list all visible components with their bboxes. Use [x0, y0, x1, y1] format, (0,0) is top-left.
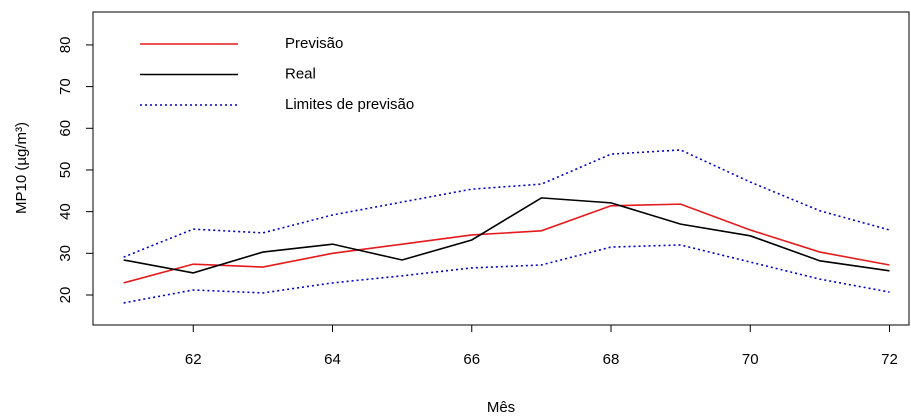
x-tick-label: 70: [742, 351, 759, 368]
plot-frame: [92, 11, 910, 326]
y-tick-label: 50: [57, 162, 74, 179]
series-line: [123, 149, 890, 258]
series-line: [123, 197, 890, 274]
y-tick-label: 30: [57, 245, 74, 262]
y-tick-label: 40: [57, 203, 74, 220]
y-tick-label: 20: [57, 287, 74, 304]
y-axis-label: MP10 (µg/m³): [13, 122, 30, 214]
y-tick-label: 80: [57, 37, 74, 54]
x-tick-label: 68: [603, 351, 620, 368]
series-line: [123, 244, 890, 304]
x-tick-label: 66: [463, 351, 480, 368]
x-tick-label: 72: [881, 351, 898, 368]
series-line: [123, 203, 890, 284]
legend-label: Real: [285, 65, 316, 82]
y-tick-label: 70: [57, 78, 74, 95]
x-tick-label: 62: [185, 351, 202, 368]
x-axis-label: Mês: [487, 399, 515, 416]
legend-label: Limites de previsão: [285, 96, 414, 113]
y-tick-label: 60: [57, 120, 74, 137]
legend-label: Previsão: [285, 35, 343, 52]
x-tick-label: 64: [324, 351, 341, 368]
